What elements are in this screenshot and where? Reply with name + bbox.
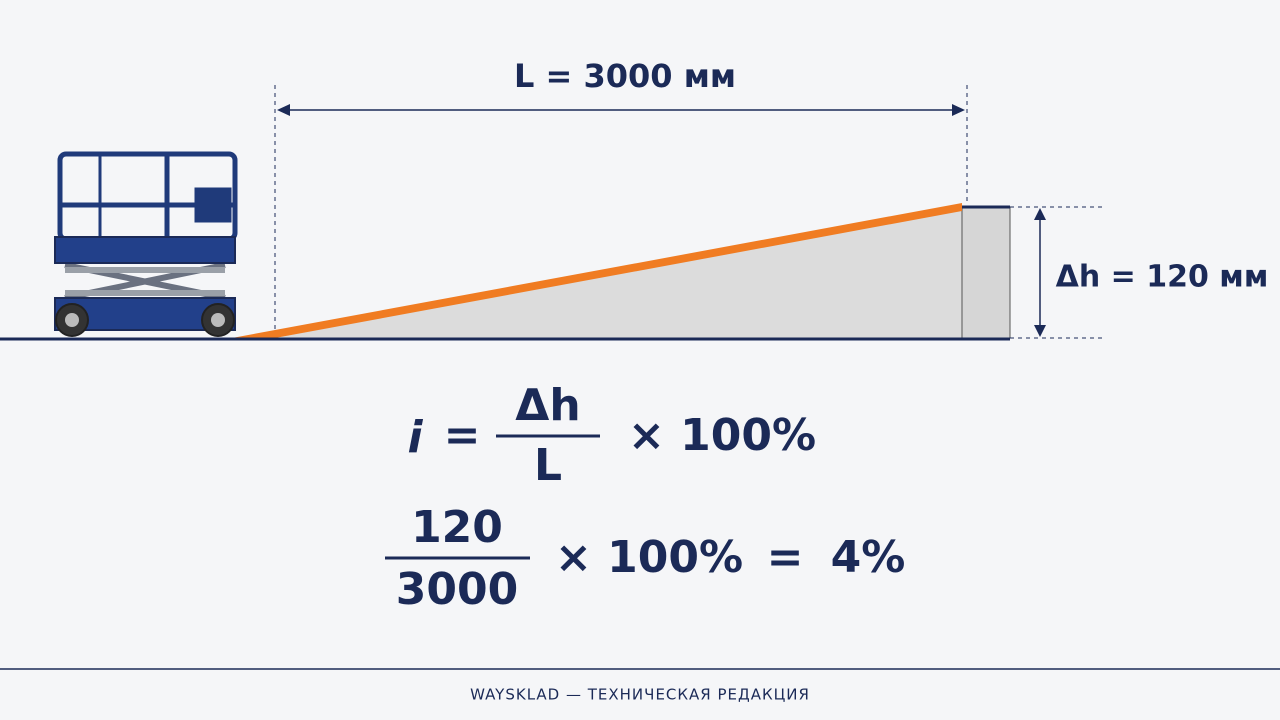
- arrow-head: [277, 104, 290, 116]
- calc-numerator: 120: [411, 502, 503, 553]
- length-label: L = 3000 мм: [514, 57, 736, 95]
- height-label: Δh = 120 мм: [1056, 260, 1269, 295]
- arrow-head: [1034, 325, 1046, 337]
- calc-denominator: 3000: [396, 564, 518, 615]
- arrow-head: [952, 104, 965, 116]
- calc-eq: =: [767, 532, 804, 583]
- formula-eq: =: [444, 410, 481, 461]
- footer: WAYSKLAD — ТЕХНИЧЕСКАЯ РЕДАКЦИЯ: [470, 686, 810, 704]
- platform-block: [961, 206, 1011, 339]
- arrow-head: [1034, 208, 1046, 220]
- formula-denominator: L: [534, 440, 562, 491]
- formula-numerator: Δh: [515, 380, 580, 431]
- scissor-lift: [54, 151, 238, 337]
- calc-times: × 100%: [555, 532, 743, 583]
- formula-lhs: i: [407, 412, 423, 463]
- calc-result: 4%: [831, 532, 906, 583]
- formula-times: × 100%: [628, 410, 816, 461]
- ramp-lip: [232, 330, 275, 338]
- ramp-edge: [275, 203, 962, 338]
